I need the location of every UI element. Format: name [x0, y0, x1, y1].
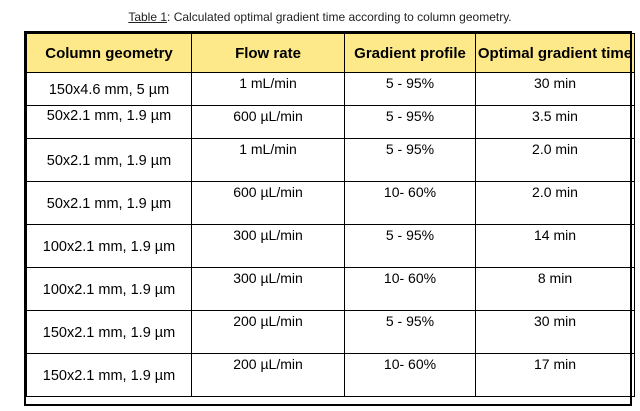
- header-optimal-gradient-time: Optimal gradient time: [475, 33, 635, 73]
- table-row: 100x2.1 mm, 1.9 µm 300 µL/min 5 - 95% 14…: [26, 224, 635, 268]
- cell-column-geometry: 150x2.1 mm, 1.9 µm: [26, 353, 192, 397]
- caption-text: : Calculated optimal gradient time accor…: [167, 10, 512, 24]
- cell-gradient-profile: 10- 60%: [344, 353, 476, 397]
- caption-label: Table 1: [128, 10, 168, 24]
- header-gradient-profile: Gradient profile: [344, 33, 476, 73]
- table-row: 150x2.1 mm, 1.9 µm 200 µL/min 10- 60% 17…: [26, 353, 635, 397]
- cell-optimal-gradient-time: 2.0 min: [475, 138, 635, 182]
- cell-column-geometry: 50x2.1 mm, 1.9 µm: [26, 138, 192, 182]
- cell-gradient-profile: 10- 60%: [344, 181, 476, 225]
- table-row: 150x2.1 mm, 1.9 µm 200 µL/min 5 - 95% 30…: [26, 310, 635, 354]
- table-row: 150x4.6 mm, 5 µm 1 mL/min 5 - 95% 30 min: [26, 72, 635, 106]
- table-caption: Table 1: Calculated optimal gradient tim…: [0, 10, 640, 24]
- cell-flow-rate: 1 mL/min: [191, 138, 345, 182]
- cell-flow-rate: 200 µL/min: [191, 353, 345, 397]
- header-column-geometry: Column geometry: [26, 33, 192, 73]
- cell-column-geometry: 100x2.1 mm, 1.9 µm: [26, 224, 192, 268]
- table-row: 100x2.1 mm, 1.9 µm 300 µL/min 10- 60% 8 …: [26, 267, 635, 311]
- cell-column-geometry: 50x2.1 mm, 1.9 µm: [26, 181, 192, 225]
- cell-gradient-profile: 5 - 95%: [344, 310, 476, 354]
- table-row: 50x2.1 mm, 1.9 µm 600 µL/min 5 - 95% 3.5…: [26, 105, 635, 139]
- cell-gradient-profile: 5 - 95%: [344, 105, 476, 139]
- cell-flow-rate: 200 µL/min: [191, 310, 345, 354]
- table-row: 50x2.1 mm, 1.9 µm 600 µL/min 10- 60% 2.0…: [26, 181, 635, 225]
- cell-column-geometry: 50x2.1 mm, 1.9 µm: [26, 105, 192, 139]
- cell-optimal-gradient-time: 3.5 min: [475, 105, 635, 139]
- cell-flow-rate: 300 µL/min: [191, 224, 345, 268]
- cell-optimal-gradient-time: 14 min: [475, 224, 635, 268]
- cell-optimal-gradient-time: 30 min: [475, 72, 635, 106]
- cell-optimal-gradient-time: 30 min: [475, 310, 635, 354]
- cell-flow-rate: 1 mL/min: [191, 72, 345, 106]
- cell-optimal-gradient-time: 2.0 min: [475, 181, 635, 225]
- cell-gradient-profile: 5 - 95%: [344, 72, 476, 106]
- cell-column-geometry: 150x4.6 mm, 5 µm: [26, 72, 192, 106]
- cell-flow-rate: 300 µL/min: [191, 267, 345, 311]
- cell-gradient-profile: 10- 60%: [344, 267, 476, 311]
- cell-column-geometry: 150x2.1 mm, 1.9 µm: [26, 310, 192, 354]
- cell-flow-rate: 600 µL/min: [191, 181, 345, 225]
- cell-optimal-gradient-time: 8 min: [475, 267, 635, 311]
- table-header-row: Column geometry Flow rate Gradient profi…: [26, 33, 635, 73]
- cell-flow-rate: 600 µL/min: [191, 105, 345, 139]
- cell-gradient-profile: 5 - 95%: [344, 224, 476, 268]
- gradient-time-table: Column geometry Flow rate Gradient profi…: [26, 33, 635, 397]
- cell-gradient-profile: 5 - 95%: [344, 138, 476, 182]
- header-flow-rate: Flow rate: [191, 33, 345, 73]
- cell-column-geometry: 100x2.1 mm, 1.9 µm: [26, 267, 192, 311]
- cell-optimal-gradient-time: 17 min: [475, 353, 635, 397]
- table-row: 50x2.1 mm, 1.9 µm 1 mL/min 5 - 95% 2.0 m…: [26, 138, 635, 182]
